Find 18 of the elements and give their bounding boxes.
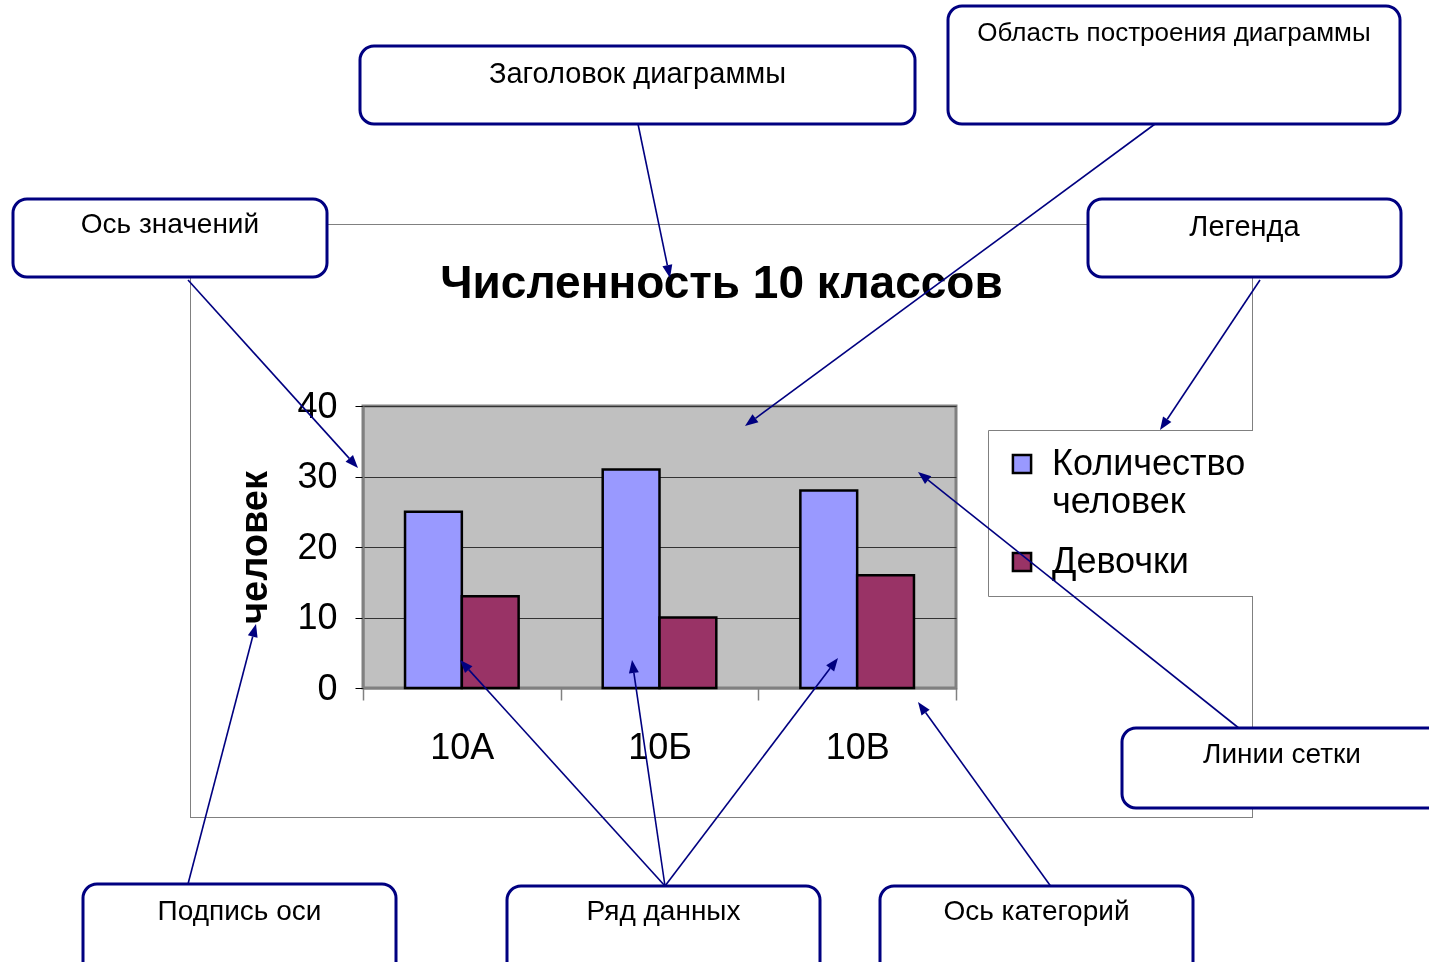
legend-label: Количество человек [1052, 442, 1246, 521]
x-tick-label: 10В [825, 725, 890, 767]
x-tick-label: 10А [430, 725, 495, 767]
text: Линии сетки [1203, 737, 1361, 769]
y-tick-label: 40 [297, 384, 338, 426]
text: Ряд данных [586, 894, 741, 926]
text: Ось категорий [943, 894, 1130, 926]
legend-label: Девочки [1052, 540, 1189, 581]
y-tick-label: 30 [297, 455, 338, 496]
text: Подпись оси [157, 894, 322, 926]
text: Ось значений [80, 207, 260, 239]
y-tick-label: 0 [317, 666, 338, 708]
text: Легенда [1189, 210, 1301, 242]
y-axis-title: человек [233, 469, 276, 625]
y-tick-label: 20 [297, 525, 338, 567]
text: Заголовок диаграммы [488, 57, 787, 89]
text: Область построения диаграммы [977, 17, 1371, 47]
y-tick-label: 10 [297, 596, 338, 637]
